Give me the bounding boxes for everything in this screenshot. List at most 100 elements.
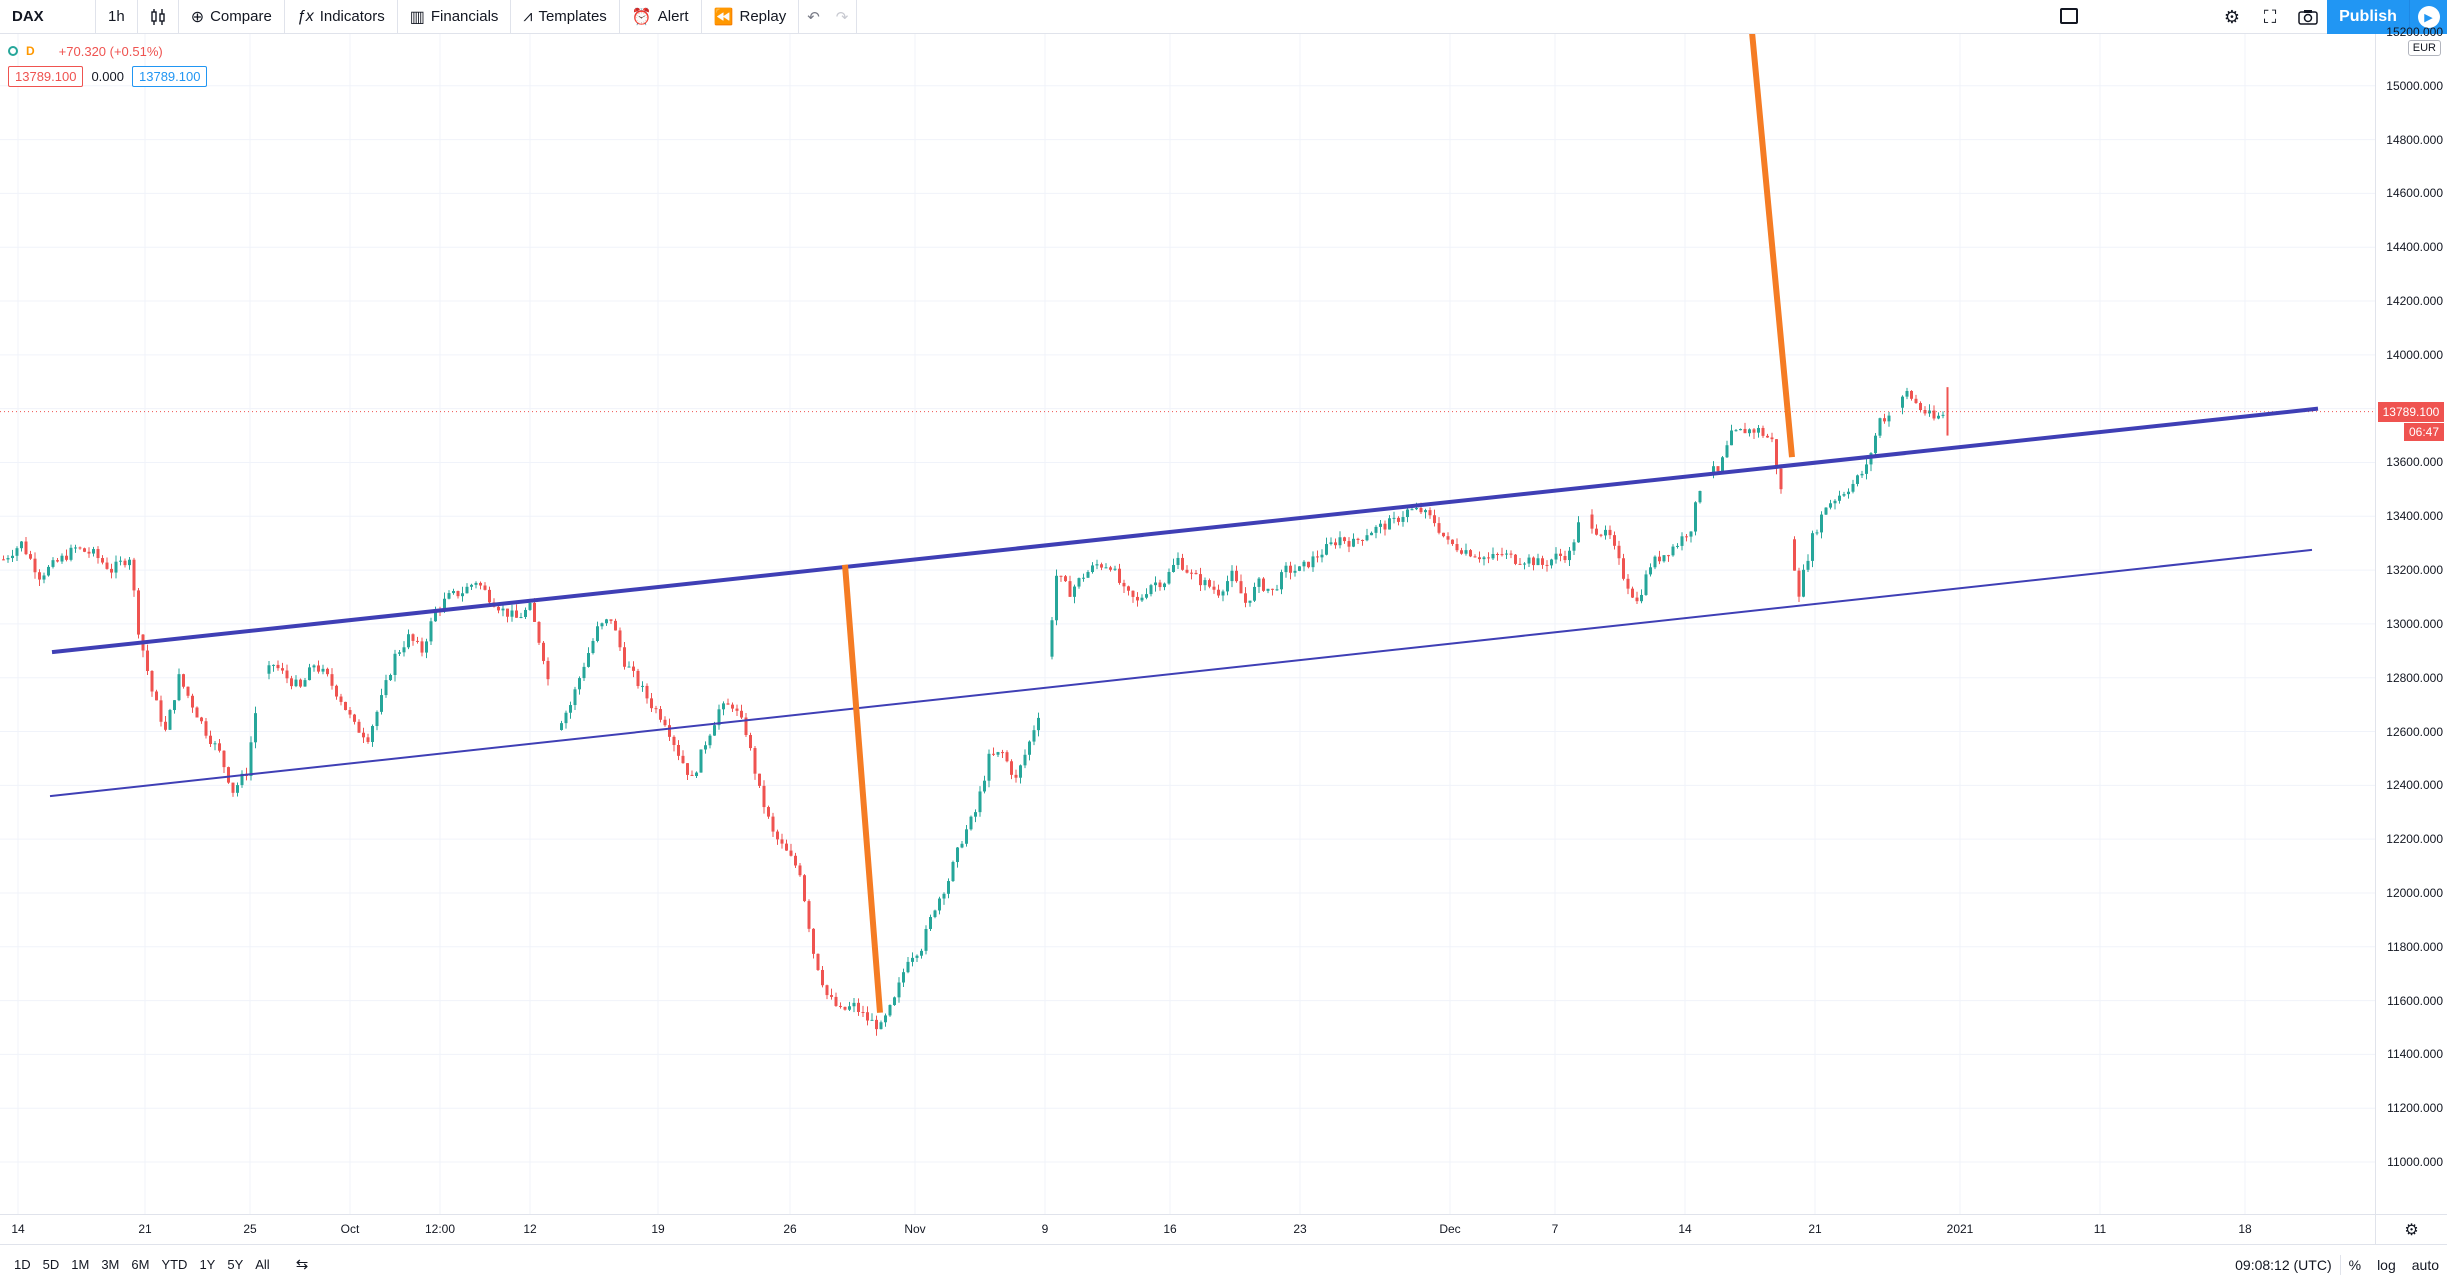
candle-body (1023, 754, 1027, 766)
candle-body (1113, 568, 1117, 570)
candle-body (938, 898, 941, 911)
candle-body (722, 703, 725, 710)
candle-body (992, 753, 995, 755)
range-5y[interactable]: 5Y (227, 1256, 244, 1272)
candle-body (1428, 510, 1432, 516)
candle-body (717, 709, 721, 726)
candle-body (1293, 570, 1297, 573)
candle-body (1734, 430, 1738, 432)
time-tick-label: 26 (783, 1222, 797, 1236)
candle-body (1658, 556, 1661, 562)
candle-body (452, 591, 455, 594)
candle-body (870, 1019, 874, 1021)
interval-button[interactable]: 1h (96, 0, 138, 34)
candle-body (407, 634, 410, 648)
undo-button[interactable]: ↶ (799, 0, 828, 34)
candle-body (1572, 542, 1576, 551)
candle-body (1496, 553, 1499, 555)
candle-body (1136, 596, 1139, 601)
candle-body (1851, 483, 1855, 492)
time-tick-label: 7 (1551, 1222, 1559, 1236)
price-tick-label: 15200.000 (2386, 25, 2443, 39)
candle-body (663, 719, 667, 726)
axis-settings-gear-icon[interactable]: ⚙ (2375, 1214, 2447, 1244)
templates-button[interactable]: ⩘ Templates (511, 0, 620, 34)
candle-body (303, 680, 307, 687)
candle-body (155, 691, 158, 701)
candle-body (1878, 418, 1882, 436)
candle-body (1356, 538, 1360, 540)
fullscreen-icon[interactable]: ⛶ (2263, 6, 2277, 27)
alert-button[interactable]: ⏰ Alert (620, 0, 702, 34)
range-6m[interactable]: 6M (131, 1256, 150, 1272)
candle-body (1608, 529, 1612, 536)
camera-icon[interactable] (2289, 0, 2327, 34)
auto-scale-toggle[interactable]: auto (2411, 1256, 2439, 1273)
log-scale-toggle[interactable]: log (2377, 1256, 2396, 1273)
range-ytd[interactable]: YTD (161, 1256, 188, 1272)
candle-body (384, 680, 388, 696)
percent-scale-toggle[interactable]: % (2348, 1256, 2362, 1273)
range-1y[interactable]: 1Y (199, 1256, 216, 1272)
go-to-date-icon[interactable]: ⇆ (295, 1256, 309, 1273)
chart-pane[interactable] (0, 34, 2375, 1214)
candle-body (1257, 578, 1261, 587)
candle-body (326, 668, 329, 675)
candle-body (357, 721, 361, 733)
candle-body (1212, 586, 1216, 590)
redo-button[interactable]: ↷ (828, 0, 858, 34)
candle-body (1487, 557, 1490, 559)
candle-body (51, 560, 55, 567)
candle-body (614, 620, 617, 631)
candle-body (60, 555, 64, 562)
financials-label: Financials (430, 8, 499, 25)
candle-body (1149, 585, 1153, 595)
candle-body (1325, 544, 1328, 555)
replay-button[interactable]: ⏪ Replay (702, 0, 800, 34)
candle-body (1208, 580, 1211, 587)
publish-button[interactable]: Publish (2327, 0, 2409, 34)
candle-body (1005, 752, 1009, 762)
candle-body (1122, 582, 1126, 587)
range-1m[interactable]: 1M (71, 1256, 90, 1272)
price-tick-label: 11000.000 (2387, 1155, 2443, 1169)
candle-body (1370, 532, 1373, 536)
chart-type-button[interactable] (138, 0, 179, 34)
candle-body (1347, 541, 1351, 547)
range-all[interactable]: All (255, 1256, 270, 1272)
settings-gear-icon[interactable]: ⚙ (2223, 6, 2241, 27)
symbol-search[interactable]: DAX (0, 0, 96, 34)
candle-body (677, 744, 680, 756)
time-tick-label: 2021 (1946, 1222, 1974, 1236)
publish-dropdown-button[interactable]: ▶ (2409, 0, 2447, 34)
candle-body (1181, 557, 1184, 570)
rewind-icon: ⏪ (713, 8, 734, 26)
range-1d[interactable]: 1D (14, 1256, 31, 1272)
financials-button[interactable]: ▥ Financials (398, 0, 512, 34)
candle-body (1068, 581, 1072, 597)
bid-box[interactable]: 13789.100 (8, 66, 84, 87)
utc-clock[interactable]: 09:08:12 (UTC) (2235, 1256, 2332, 1273)
candle-body (1154, 582, 1157, 586)
range-3m[interactable]: 3M (101, 1256, 120, 1272)
time-axis[interactable]: 14 21 25 Oct 12:00 12 19 26 Nov 9 16 23 Dec 7 14 21 2021… (0, 1214, 2375, 1244)
currency-badge[interactable]: EUR (2407, 40, 2441, 56)
candle-body (1109, 567, 1112, 570)
range-5d[interactable]: 5D (42, 1256, 60, 1272)
fullscreen-layout-icon[interactable] (2060, 8, 2078, 24)
ask-box[interactable]: 13789.100 (132, 66, 208, 87)
candle-body (866, 1012, 869, 1021)
candle-body (1617, 545, 1621, 559)
price-axis[interactable]: 15200.000 15000.000 14800.000 14600.000 1440… (2375, 25, 2447, 1214)
candle-body (1532, 557, 1535, 566)
candle-body (353, 714, 356, 722)
indicators-button[interactable]: ƒx Indicators (285, 0, 398, 34)
candle-body (1410, 509, 1414, 511)
candle-body (20, 541, 23, 549)
time-tick-label: 18 (2238, 1222, 2252, 1236)
candle-body (596, 626, 599, 641)
candle-body (1595, 528, 1598, 535)
compare-button[interactable]: ⊕ Compare (179, 0, 285, 34)
price-chart[interactable] (0, 34, 2375, 1214)
candle-body (1059, 575, 1063, 577)
